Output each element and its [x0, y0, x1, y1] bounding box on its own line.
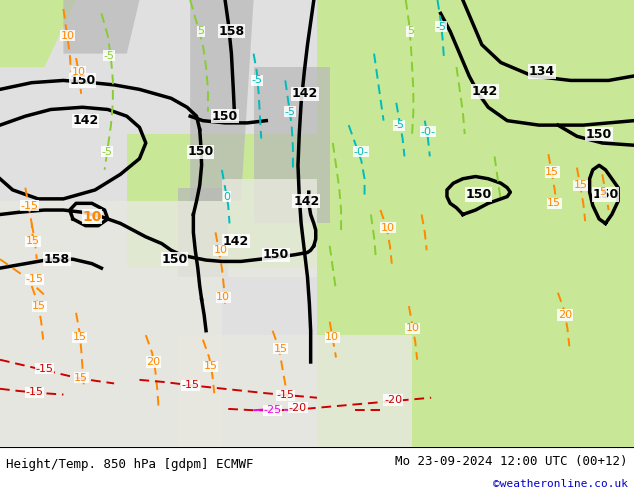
Text: 134: 134 — [529, 65, 555, 78]
Polygon shape — [127, 134, 317, 268]
Text: 150: 150 — [212, 110, 238, 122]
Polygon shape — [190, 0, 254, 201]
Text: 5: 5 — [406, 26, 414, 36]
Polygon shape — [317, 0, 634, 447]
Text: -15: -15 — [26, 274, 44, 284]
Text: 15: 15 — [26, 236, 40, 246]
Text: 20: 20 — [146, 357, 160, 367]
Text: -20: -20 — [289, 403, 307, 413]
Text: 10: 10 — [61, 31, 75, 41]
Polygon shape — [254, 67, 330, 223]
Text: 15: 15 — [545, 167, 559, 177]
Polygon shape — [178, 188, 228, 277]
Text: 15: 15 — [547, 198, 561, 208]
Text: 20: 20 — [558, 310, 572, 320]
Text: 15: 15 — [32, 301, 46, 311]
Text: -25: -25 — [264, 405, 281, 415]
Text: 150: 150 — [592, 188, 619, 201]
Text: 5: 5 — [599, 187, 607, 197]
Text: -5: -5 — [435, 22, 446, 32]
Polygon shape — [63, 0, 139, 53]
Text: ©weatheronline.co.uk: ©weatheronline.co.uk — [493, 479, 628, 489]
Text: 142: 142 — [72, 114, 99, 127]
Text: 10: 10 — [381, 223, 395, 233]
Polygon shape — [0, 201, 222, 447]
Text: -15: -15 — [276, 391, 294, 400]
Text: -15: -15 — [20, 200, 38, 211]
Text: 15: 15 — [274, 343, 288, 354]
Text: 142: 142 — [293, 195, 320, 208]
Polygon shape — [222, 179, 317, 277]
Text: 158: 158 — [44, 253, 70, 266]
Text: 10: 10 — [82, 210, 101, 224]
Text: -5: -5 — [394, 120, 405, 130]
Text: 10: 10 — [72, 67, 86, 76]
Text: 142: 142 — [223, 235, 249, 248]
Polygon shape — [178, 335, 412, 447]
Text: 150: 150 — [161, 253, 188, 266]
Text: 142: 142 — [292, 87, 318, 100]
Text: 158: 158 — [218, 25, 245, 38]
Text: -15: -15 — [26, 388, 44, 397]
Text: 10: 10 — [406, 323, 420, 334]
Text: 10: 10 — [325, 332, 339, 343]
Polygon shape — [0, 0, 76, 67]
Text: 15: 15 — [204, 362, 217, 371]
Text: -0-: -0- — [354, 147, 369, 157]
Text: -5: -5 — [103, 51, 115, 61]
Text: -5: -5 — [285, 107, 296, 117]
Text: -0-: -0- — [420, 127, 436, 137]
Text: 150: 150 — [69, 74, 96, 87]
Text: 150: 150 — [586, 127, 612, 141]
Text: 15: 15 — [574, 180, 588, 191]
Text: 10: 10 — [214, 245, 228, 255]
Text: -15: -15 — [181, 380, 199, 390]
Text: Mo 23-09-2024 12:00 UTC (00+12): Mo 23-09-2024 12:00 UTC (00+12) — [395, 456, 628, 468]
Text: -5: -5 — [101, 147, 113, 157]
Text: 150: 150 — [465, 188, 492, 201]
Text: Height/Temp. 850 hPa [gdpm] ECMWF: Height/Temp. 850 hPa [gdpm] ECMWF — [6, 458, 254, 470]
Text: 5: 5 — [197, 26, 205, 36]
Text: 142: 142 — [472, 85, 498, 98]
Text: -20: -20 — [384, 395, 402, 405]
Text: -5: -5 — [252, 75, 263, 85]
Text: 150: 150 — [262, 248, 289, 261]
Text: 10: 10 — [216, 292, 230, 302]
Text: -15: -15 — [36, 364, 53, 374]
Text: 150: 150 — [187, 146, 214, 158]
Text: 0: 0 — [223, 192, 231, 201]
Text: 15: 15 — [74, 372, 88, 383]
Text: 15: 15 — [73, 332, 87, 343]
